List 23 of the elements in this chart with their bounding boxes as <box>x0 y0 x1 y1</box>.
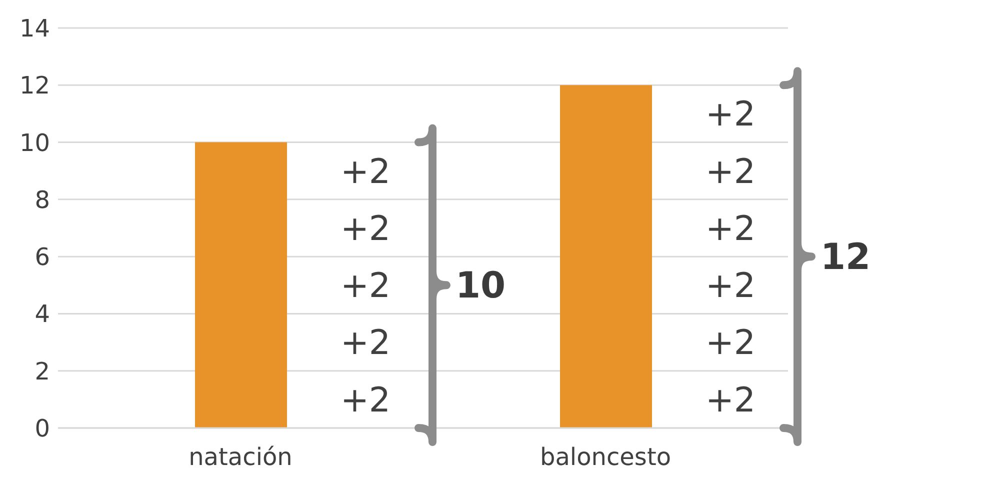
annotation: +2 <box>340 323 391 364</box>
y-tick-label: 10 <box>19 128 50 157</box>
y-tick-label: 12 <box>19 72 50 100</box>
annotation: +2 <box>705 208 756 249</box>
x-tick-label: baloncesto <box>540 443 672 472</box>
y-tick-label: 0 <box>34 414 50 443</box>
annotation: +2 <box>705 323 756 364</box>
annotation: +2 <box>340 266 391 306</box>
x-tick-label: natación <box>188 443 292 472</box>
y-tick-label: 4 <box>34 300 50 328</box>
annotation: +2 <box>705 94 756 135</box>
y-tick-label: 2 <box>34 357 50 386</box>
y-tick-label: 6 <box>34 243 50 272</box>
annotation: +2 <box>705 152 756 192</box>
y-tick-label: 8 <box>34 186 50 214</box>
text: 12 <box>820 237 871 278</box>
annotation: +2 <box>340 152 391 192</box>
annotation: +2 <box>340 208 391 249</box>
annotation: +2 <box>705 266 756 306</box>
annotation: +2 <box>340 380 391 420</box>
y-tick-label: 14 <box>19 14 50 43</box>
annotation: +2 <box>705 380 756 420</box>
annotation: 10 <box>456 266 506 307</box>
